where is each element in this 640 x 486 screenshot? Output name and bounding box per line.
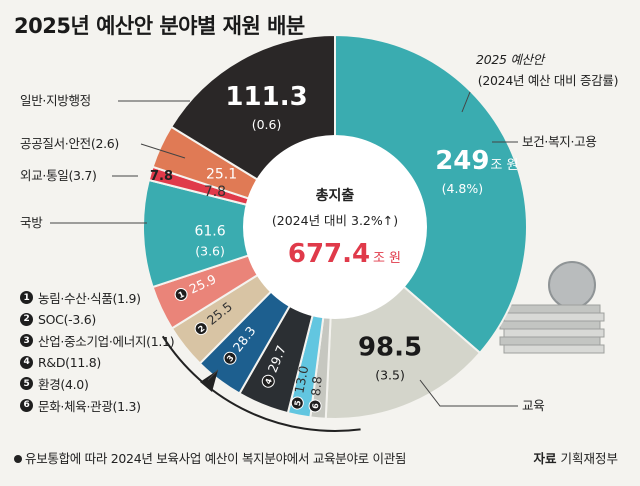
legend: 1 농림·수산·식품(1.9) 2 SOC(-3.6) 3 산업·중소기업·에너지(1…	[20, 287, 175, 417]
label-defense: 국방	[20, 215, 43, 230]
slice-value: 13.0	[291, 364, 311, 394]
legend-text: SOC(-3.6)	[38, 311, 96, 327]
slice-badge	[308, 399, 322, 413]
legend-item: 4 R&D(11.8)	[20, 352, 174, 374]
slice-badge-num: 4	[264, 377, 275, 386]
slice-change-교육: (3.5)	[375, 368, 405, 383]
legend-text: 문화·체육·관광(1.3)	[38, 398, 141, 414]
slice-unit-보건-복지-고용: 조 원	[490, 158, 518, 173]
annotation-budget: 2025 예산안	[476, 52, 546, 67]
source-text: 기획재정부	[560, 451, 618, 466]
slice-badge-num: 6	[311, 402, 320, 409]
center-total-value: 677.4	[288, 239, 370, 269]
leader-public-order	[140, 143, 186, 159]
legend-badge: 3	[20, 334, 33, 348]
group-bracket	[161, 335, 361, 432]
label-diplomacy: 외교·통일(3.7)	[20, 168, 97, 183]
legend-text: 환경(4.0)	[38, 377, 89, 393]
label-public-order: 공공질서·안전(2.6)	[20, 136, 119, 151]
legend-item: 5 환경(4.0)	[20, 373, 174, 395]
source-label: 자료	[533, 451, 557, 466]
label-health-welfare: 보건·복지·고용	[522, 134, 597, 149]
slice-outside-value-diplomacy: 7.8	[150, 169, 173, 184]
slice-badge	[290, 396, 304, 410]
slice-value-보건-복지-고용: 249	[435, 146, 489, 176]
legend-badge: 1	[20, 291, 33, 305]
legend-text: 산업·중소기업·에너지(1.1)	[38, 334, 175, 350]
legend-badge: 2	[20, 312, 33, 326]
legend-item: 1 농림·수산·식품(1.9)	[20, 287, 174, 309]
legend-item: 6 문화·체육·관광(1.3)	[20, 395, 174, 417]
slice-value-일반-지방행정: 111.3	[225, 82, 307, 112]
legend-badge: 4	[20, 355, 33, 369]
leader-annotation	[461, 91, 471, 113]
footnote: 유보통합에 따라 2024년 보육사업 예산이 복지분야에서 교육분야로 이관됨	[14, 448, 406, 467]
center-hole	[243, 135, 427, 319]
center-sub: (2024년 대비 3.2%↑)	[272, 213, 398, 228]
legend-badge: 5	[20, 377, 33, 391]
slice-value-외교-통일: 7.8	[204, 184, 226, 200]
annotation-change: (2024년 예산 대비 증감률)	[478, 73, 618, 88]
legend-badge: 6	[20, 398, 33, 412]
slice-change-보건-복지-고용: (4.8%)	[442, 181, 484, 196]
group-arrow-stem	[207, 369, 219, 381]
legend-text: R&D(11.8)	[38, 354, 101, 370]
slice-label-환경: 513.0	[290, 364, 311, 410]
legend-item: 3 산업·중소기업·에너지(1.1)	[20, 330, 175, 352]
legend-text: 농림·수산·식품(1.9)	[38, 291, 141, 307]
footnote-text: 유보통합에 따라 2024년 보육사업 예산이 복지분야에서 교육분야로 이관됨	[25, 451, 407, 466]
slice-badge-num: 3	[225, 354, 236, 364]
legend-item: 2 SOC(-3.6)	[20, 309, 174, 331]
slice-badge	[223, 351, 237, 365]
group-arrow-icon	[200, 370, 218, 392]
slice-badge	[261, 374, 275, 388]
slice-보건-복지-고용	[334, 33, 528, 355]
slice-value-교육: 98.5	[358, 333, 422, 363]
slice-badge	[194, 322, 208, 336]
label-general-admin: 일반·지방행정	[20, 93, 91, 108]
slice-국방	[142, 178, 339, 289]
coin-stack-icon	[499, 261, 605, 354]
center-label: 총지출	[316, 187, 355, 204]
slice-label-문화-체육-관광: 68.8	[308, 375, 325, 413]
center-total-unit: 조 원	[373, 251, 401, 266]
chart-title: 2025년 예산안 분야별 재원 배분	[14, 14, 305, 38]
label-education: 교육	[522, 398, 544, 413]
source-credit: 자료 기획재정부	[533, 448, 618, 467]
slice-value: 8.8	[308, 375, 325, 396]
slice-badge-num: 2	[196, 324, 206, 335]
footnote-bullet-icon	[14, 455, 22, 463]
leader-education	[419, 379, 518, 407]
slice-badge-num: 5	[293, 399, 303, 407]
slice-change-일반-지방행정: (0.6)	[252, 117, 282, 132]
slice-badge-num: 1	[177, 290, 186, 301]
slice-value-국방: 61.6	[194, 223, 225, 239]
slice-badge	[174, 288, 188, 302]
slice-value-공공질서-안전: 25.1	[206, 166, 237, 182]
slice-change-국방: (3.6)	[195, 243, 225, 258]
